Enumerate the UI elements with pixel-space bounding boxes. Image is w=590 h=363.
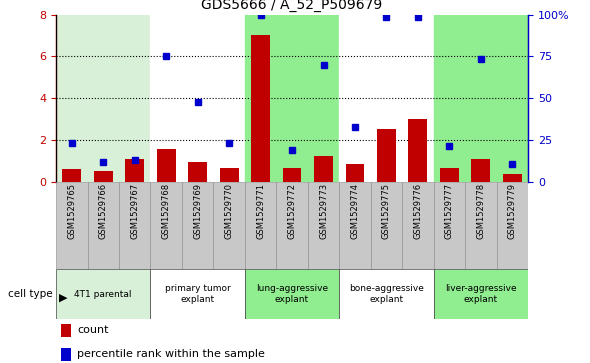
Text: GSM1529776: GSM1529776 — [414, 183, 422, 239]
Text: GSM1529775: GSM1529775 — [382, 183, 391, 239]
Bar — [245, 182, 276, 269]
Bar — [94, 171, 113, 182]
Text: GSM1529778: GSM1529778 — [476, 183, 486, 239]
Text: GSM1529770: GSM1529770 — [225, 183, 234, 239]
Bar — [61, 348, 71, 361]
Text: bone-aggressive
explant: bone-aggressive explant — [349, 284, 424, 304]
Text: GSM1529774: GSM1529774 — [350, 183, 359, 239]
Text: GSM1529765: GSM1529765 — [67, 183, 76, 239]
Bar — [182, 15, 214, 182]
Text: GSM1529768: GSM1529768 — [162, 183, 171, 239]
Bar — [371, 182, 402, 269]
Text: ▶: ▶ — [59, 293, 67, 303]
Bar — [56, 182, 87, 269]
Bar — [182, 182, 214, 269]
Text: GSM1529773: GSM1529773 — [319, 183, 328, 239]
Bar — [150, 15, 182, 182]
Bar — [283, 168, 301, 182]
Bar — [465, 15, 497, 182]
Text: GSM1529771: GSM1529771 — [256, 183, 265, 239]
Bar — [402, 15, 434, 182]
Text: cell type: cell type — [8, 289, 53, 299]
Bar — [150, 269, 245, 319]
Text: count: count — [77, 325, 109, 335]
Bar — [339, 182, 371, 269]
Text: GSM1529766: GSM1529766 — [99, 183, 108, 239]
Text: primary tumor
explant: primary tumor explant — [165, 284, 231, 304]
Text: GSM1529777: GSM1529777 — [445, 183, 454, 239]
Text: percentile rank within the sample: percentile rank within the sample — [77, 349, 265, 359]
Bar — [314, 156, 333, 182]
Bar — [471, 159, 490, 182]
Bar — [87, 15, 119, 182]
Bar — [377, 129, 396, 182]
Bar — [245, 15, 276, 182]
Bar — [339, 269, 434, 319]
Bar — [251, 36, 270, 182]
Bar — [434, 182, 465, 269]
Text: GSM1529767: GSM1529767 — [130, 183, 139, 239]
Bar — [276, 15, 308, 182]
Bar — [308, 182, 339, 269]
Bar — [125, 159, 144, 182]
Text: 4T1 parental: 4T1 parental — [74, 290, 132, 298]
Text: lung-aggressive
explant: lung-aggressive explant — [256, 284, 328, 304]
Bar — [408, 119, 427, 182]
Text: GSM1529772: GSM1529772 — [287, 183, 297, 239]
Bar — [308, 15, 339, 182]
Bar — [497, 15, 528, 182]
Bar — [346, 164, 365, 182]
Bar — [157, 149, 176, 182]
Bar — [63, 169, 81, 182]
Text: GSM1529779: GSM1529779 — [508, 183, 517, 239]
Bar — [497, 182, 528, 269]
Bar — [214, 182, 245, 269]
Bar — [214, 15, 245, 182]
Bar — [503, 174, 522, 182]
Bar — [150, 182, 182, 269]
Text: liver-aggressive
explant: liver-aggressive explant — [445, 284, 517, 304]
Bar — [219, 168, 238, 182]
Bar — [402, 182, 434, 269]
Bar — [56, 269, 150, 319]
Bar — [245, 269, 339, 319]
Bar — [61, 324, 71, 337]
Text: GSM1529769: GSM1529769 — [193, 183, 202, 239]
Bar — [56, 15, 87, 182]
Bar — [188, 162, 207, 182]
Title: GDS5666 / A_52_P509679: GDS5666 / A_52_P509679 — [201, 0, 383, 12]
Bar — [87, 182, 119, 269]
Bar — [434, 269, 528, 319]
Bar — [119, 15, 150, 182]
Bar — [339, 15, 371, 182]
Bar — [276, 182, 308, 269]
Bar — [371, 15, 402, 182]
Bar — [465, 182, 497, 269]
Bar — [434, 15, 465, 182]
Bar — [440, 168, 459, 182]
Bar — [119, 182, 150, 269]
